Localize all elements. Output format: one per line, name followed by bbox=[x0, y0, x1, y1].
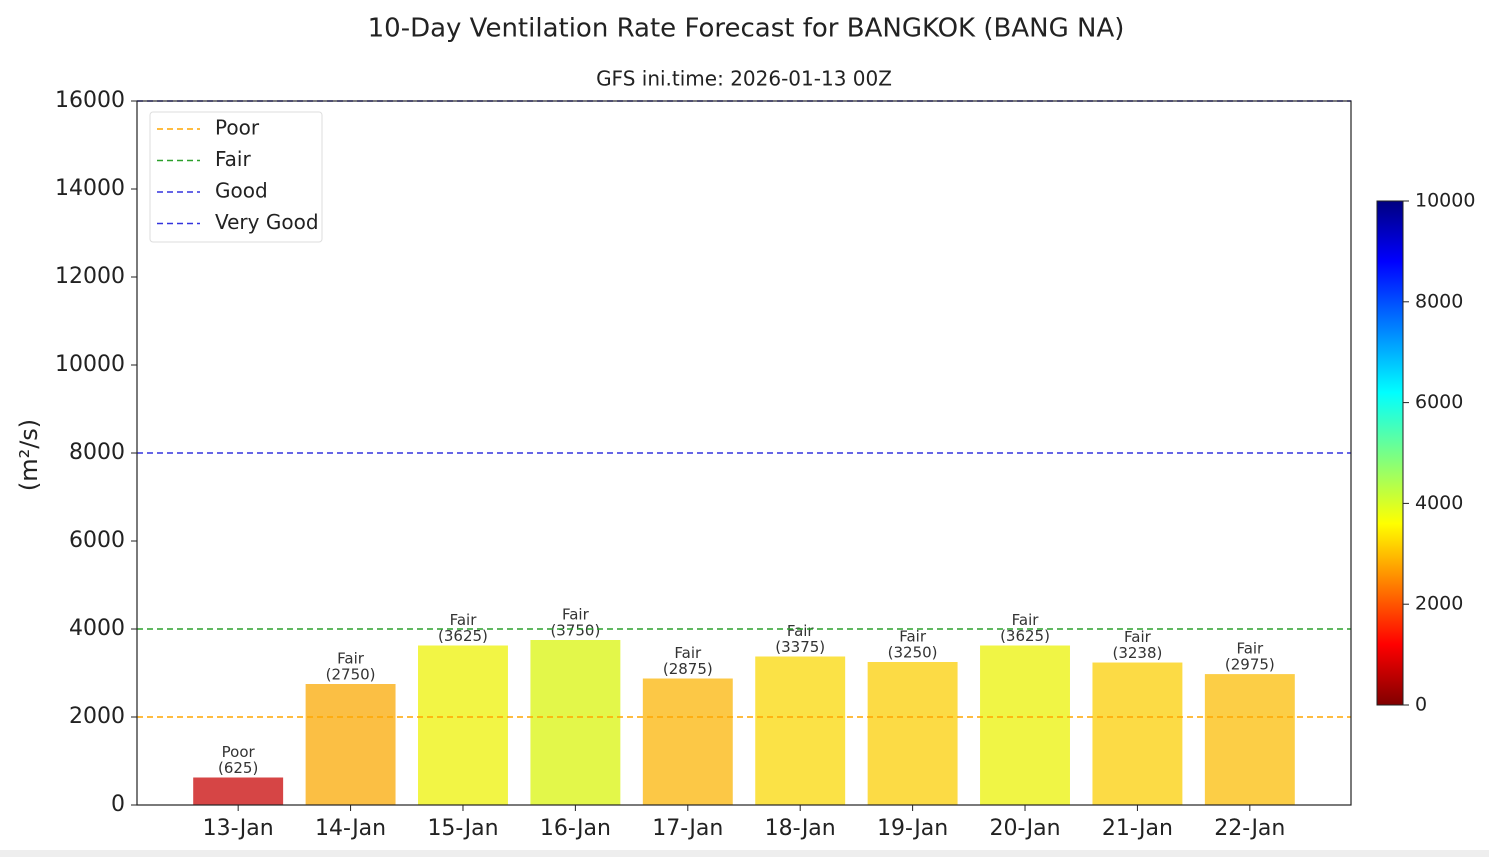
value-label: (625) bbox=[218, 759, 258, 777]
legend-label: Poor bbox=[215, 116, 260, 140]
rating-label: Fair bbox=[562, 606, 590, 624]
value-label: (2750) bbox=[326, 666, 376, 684]
bar bbox=[1092, 662, 1183, 805]
x-tick-label: 21-Jan bbox=[1102, 816, 1173, 841]
x-tick-label: 13-Jan bbox=[203, 816, 274, 841]
x-tick-label: 19-Jan bbox=[877, 816, 948, 841]
bar bbox=[305, 684, 396, 805]
y-tick-label: 6000 bbox=[69, 528, 125, 553]
y-tick-label: 0 bbox=[111, 792, 125, 817]
x-tick-label: 22-Jan bbox=[1214, 816, 1285, 841]
y-tick-label: 14000 bbox=[55, 176, 125, 201]
rating-label: Fair bbox=[899, 628, 927, 646]
bar bbox=[193, 777, 284, 805]
y-tick-label: 8000 bbox=[69, 440, 125, 465]
y-tick-label: 12000 bbox=[55, 264, 125, 289]
rating-label: Fair bbox=[787, 622, 815, 640]
bar bbox=[642, 678, 733, 805]
colorbar-tick-label: 6000 bbox=[1415, 391, 1463, 413]
x-tick-label: 20-Jan bbox=[989, 816, 1060, 841]
value-label: (3750) bbox=[550, 622, 600, 640]
rating-label: Poor bbox=[222, 743, 256, 761]
bar bbox=[980, 645, 1070, 805]
x-tick-label: 18-Jan bbox=[765, 816, 836, 841]
x-tick-label: 15-Jan bbox=[427, 816, 498, 841]
rating-label: Fair bbox=[450, 611, 478, 629]
colorbar-tick-label: 0 bbox=[1415, 694, 1427, 716]
y-tick-label: 10000 bbox=[55, 352, 125, 377]
colorbar-tick-label: 2000 bbox=[1415, 593, 1463, 615]
value-label: (3238) bbox=[1112, 644, 1162, 662]
plot-frame bbox=[136, 100, 1352, 806]
colorbar-tick-label: 8000 bbox=[1415, 290, 1463, 312]
colorbar-tick-label: 10000 bbox=[1415, 190, 1475, 212]
value-label: (3250) bbox=[888, 644, 938, 662]
value-label: (3375) bbox=[775, 638, 825, 656]
legend-label: Very Good bbox=[215, 210, 319, 234]
x-tick-label: 17-Jan bbox=[652, 816, 723, 841]
chart-title: 10-Day Ventilation Rate Forecast for BAN… bbox=[368, 14, 1125, 44]
x-tick-label: 16-Jan bbox=[540, 816, 611, 841]
bar bbox=[530, 640, 621, 805]
rating-label: Fair bbox=[1236, 640, 1264, 658]
value-label: (2975) bbox=[1225, 656, 1275, 674]
x-tick-label: 14-Jan bbox=[315, 816, 386, 841]
colorbar-tick-label: 4000 bbox=[1415, 492, 1463, 514]
y-tick-label: 16000 bbox=[55, 88, 125, 113]
rating-label: Fair bbox=[674, 644, 702, 662]
bottom-strip bbox=[0, 850, 1489, 857]
legend-label: Fair bbox=[215, 147, 251, 171]
bar bbox=[867, 662, 958, 805]
legend-label: Good bbox=[215, 179, 268, 203]
value-label: (3625) bbox=[438, 627, 488, 645]
bar bbox=[418, 645, 508, 805]
rating-label: Fair bbox=[1124, 628, 1152, 646]
rating-label: Fair bbox=[337, 650, 365, 668]
y-tick-label: 4000 bbox=[69, 616, 125, 641]
chart-subtitle: GFS ini.time: 2026-01-13 00Z bbox=[596, 67, 892, 91]
bar bbox=[1204, 674, 1295, 805]
value-label: (2875) bbox=[663, 660, 713, 678]
colorbar bbox=[1376, 200, 1404, 706]
y-tick-label: 2000 bbox=[69, 704, 125, 729]
legend-box bbox=[149, 111, 323, 243]
bar bbox=[755, 656, 846, 805]
value-label: (3625) bbox=[1000, 627, 1050, 645]
y-axis-label: (m²/s) bbox=[15, 419, 43, 491]
rating-label: Fair bbox=[1012, 611, 1040, 629]
